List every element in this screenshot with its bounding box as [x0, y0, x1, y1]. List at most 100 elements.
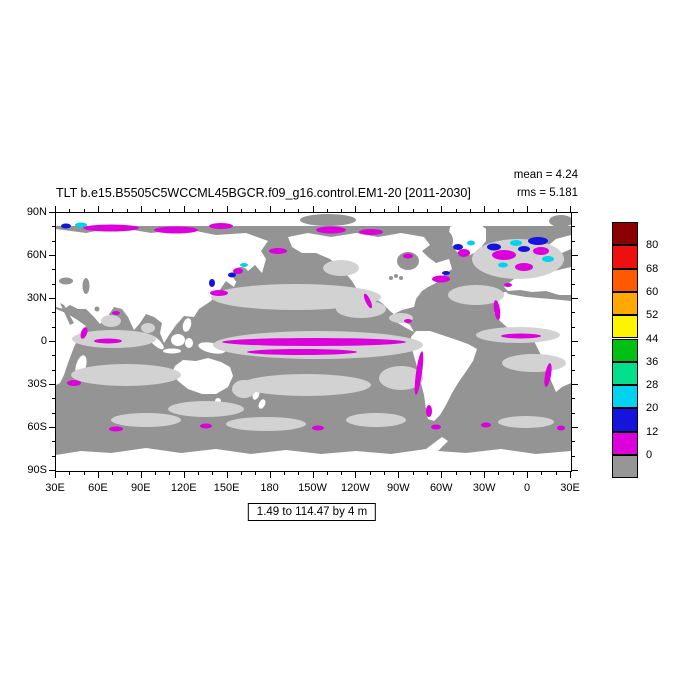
patch-magenta-benguela [544, 363, 552, 387]
x-tick [570, 472, 571, 478]
y-tick [572, 283, 575, 285]
patch-lightgray [323, 260, 359, 276]
x-tick [412, 472, 414, 475]
x-tick [298, 472, 300, 475]
colorbar-box [612, 408, 638, 432]
land-philippines [182, 318, 192, 332]
x-tick [312, 206, 314, 212]
x-tick [126, 209, 128, 212]
patch-lightgray [379, 366, 423, 390]
rms-value-label: rms = 5.181 [516, 187, 578, 199]
x-tick [326, 472, 328, 475]
x-tick [226, 472, 228, 478]
y-tick [572, 240, 575, 242]
patch-magenta-nwafrica [493, 300, 501, 320]
x-tick [198, 209, 200, 212]
x-tick [570, 206, 571, 212]
x-tick [398, 206, 400, 212]
land-africa-east [56, 309, 86, 385]
sea-mediterranean [506, 291, 571, 301]
colorbar-box [612, 222, 638, 246]
patch-magenta [210, 290, 228, 296]
colorbar-box [612, 361, 638, 386]
x-tick [484, 206, 486, 212]
y-tick [52, 455, 55, 457]
x-tick [469, 472, 471, 475]
x-tick [512, 209, 514, 212]
patch-lightgray [168, 401, 244, 417]
x-tick [140, 472, 142, 478]
sea-persian-gulf [94, 306, 100, 312]
patch-lightgray [226, 417, 306, 431]
patch-magenta [515, 263, 533, 271]
y-tick [52, 226, 55, 228]
patch-magenta [233, 268, 243, 274]
y-tick-label: 0 [40, 335, 47, 347]
x-tick [126, 472, 128, 475]
patch-magenta [154, 226, 198, 234]
x-tick [183, 206, 185, 212]
x-tick [355, 206, 357, 212]
patch-magenta [426, 405, 432, 417]
x-tick [384, 209, 386, 212]
patch-magenta [312, 425, 324, 431]
patch-blue [61, 223, 71, 229]
x-tick [283, 209, 285, 212]
colorbar-label: 52 [646, 309, 659, 322]
x-tick [384, 472, 386, 475]
y-tick [52, 269, 55, 271]
patch-blue [528, 237, 548, 245]
y-tick [52, 412, 55, 414]
x-tick-label: 180 [260, 482, 279, 494]
y-tick-label: 30S [27, 378, 47, 390]
y-tick [52, 441, 55, 443]
x-tick [541, 472, 543, 475]
x-tick [326, 209, 328, 212]
sea-red [60, 303, 74, 325]
patch-magenta [359, 229, 383, 235]
patch-magenta [209, 223, 233, 229]
x-tick [484, 472, 486, 478]
x-tick-label: 30E [560, 482, 580, 494]
x-tick [369, 472, 371, 475]
x-tick [441, 472, 443, 478]
x-tick [269, 472, 271, 478]
x-tick [498, 472, 500, 475]
y-tick-label: 60N [26, 249, 47, 261]
y-tick-label: 90S [27, 464, 47, 476]
x-tick [455, 472, 457, 475]
x-tick [112, 472, 114, 475]
y-tick [572, 384, 578, 385]
patch-magenta [316, 226, 346, 234]
arctic-ocean-patch [300, 214, 356, 226]
land-borneo [171, 334, 185, 346]
map-plot-frame [55, 212, 572, 472]
patch-magenta [83, 224, 139, 232]
colorbar-box [612, 385, 638, 409]
patch-magenta [403, 253, 413, 259]
arctic-ocean-patch [549, 215, 571, 227]
x-tick [369, 209, 371, 212]
x-tick-label: 120W [341, 482, 370, 494]
y-tick [572, 455, 575, 457]
lake-great-1 [394, 274, 398, 278]
patch-lightgray [241, 374, 371, 396]
y-tick [49, 341, 55, 342]
x-tick [240, 209, 242, 212]
x-tick [112, 209, 114, 212]
patch-cyan [510, 240, 522, 246]
patch-cyan [75, 222, 87, 228]
y-tick [52, 326, 55, 328]
colorbar-box [612, 291, 638, 316]
x-tick [169, 209, 171, 212]
x-tick [97, 472, 99, 478]
x-tick [398, 472, 400, 478]
x-tick [469, 209, 471, 212]
land-south-america [411, 331, 477, 421]
land-sulawesi [185, 338, 193, 348]
patch-lightgray [71, 364, 181, 386]
y-tick [52, 369, 55, 371]
patch-magenta [67, 380, 81, 386]
x-tick [240, 472, 242, 475]
